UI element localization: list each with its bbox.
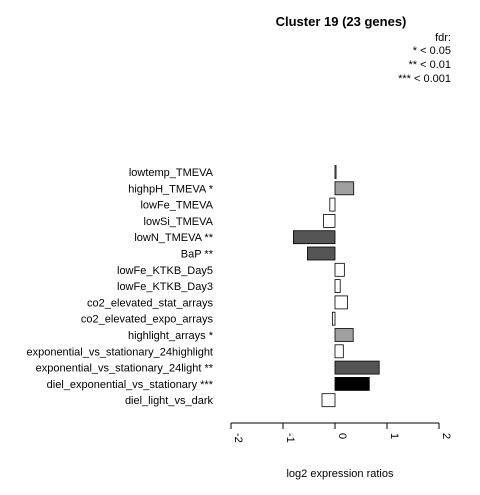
x-tick-label-0: -2 — [232, 433, 244, 443]
x-tick-label-4: 2 — [440, 433, 452, 439]
bar-12 — [334, 360, 380, 375]
bar-8 — [334, 295, 348, 310]
category-label-5: BaP ** — [181, 249, 214, 261]
bar-11 — [334, 344, 344, 359]
category-label-3: lowSi_TMEVA — [144, 216, 214, 228]
bar-14 — [321, 393, 336, 408]
bar-5 — [307, 246, 336, 261]
legend-entry-3: *** < 0.001 — [398, 73, 451, 85]
legend-title: fdr: — [435, 32, 451, 44]
bars-group — [292, 165, 380, 408]
category-label-12: exponential_vs_stationary_24light ** — [36, 363, 214, 375]
legend: fdr: * < 0.05 ** < 0.01 *** < 0.001 — [398, 32, 451, 85]
category-label-6: lowFe_KTKB_Day5 — [117, 265, 213, 277]
bar-7 — [334, 279, 341, 294]
x-axis: -2 -1 0 1 2 — [230, 422, 452, 443]
category-label-14: diel_light_vs_dark — [125, 395, 214, 407]
category-label-11: exponential_vs_stationary_24highlight — [26, 346, 213, 358]
x-tick-label-3: 1 — [388, 433, 400, 439]
category-label-0: lowtemp_TMEVA — [129, 167, 214, 179]
bar-10 — [334, 328, 354, 342]
bar-2 — [329, 197, 336, 212]
category-label-10: highlight_arrays * — [128, 330, 214, 342]
bar-13 — [334, 376, 370, 391]
category-label-2: lowFe_TMEVA — [140, 200, 213, 212]
bar-1 — [334, 181, 355, 196]
bar-4 — [292, 230, 336, 245]
bar-6 — [334, 262, 345, 277]
bar-9 — [331, 311, 336, 326]
x-tick-label-1: -1 — [284, 433, 296, 443]
legend-entry-2: ** < 0.01 — [408, 59, 451, 71]
category-label-8: co2_elevated_stat_arrays — [87, 297, 213, 309]
x-axis-label: log2 expression ratios — [286, 468, 394, 480]
category-label-9: co2_elevated_expo_arrays — [81, 314, 214, 326]
category-label-4: lowN_TMEVA ** — [134, 232, 213, 244]
category-labels: lowtemp_TMEVA highpH_TMEVA * lowFe_TMEVAlo… — [26, 167, 213, 407]
legend-entry-1: * < 0.05 — [413, 45, 451, 57]
bar-3 — [323, 213, 336, 228]
chart-title: Cluster 19 (23 genes) — [276, 14, 407, 29]
category-label-1: highpH_TMEVA * — [128, 183, 214, 195]
x-tick-label-2: 0 — [336, 433, 348, 439]
category-label-7: lowFe_KTKB_Day3 — [117, 281, 213, 293]
bar-0 — [334, 165, 337, 179]
category-label-13: diel_exponential_vs_stationary *** — [47, 379, 214, 391]
